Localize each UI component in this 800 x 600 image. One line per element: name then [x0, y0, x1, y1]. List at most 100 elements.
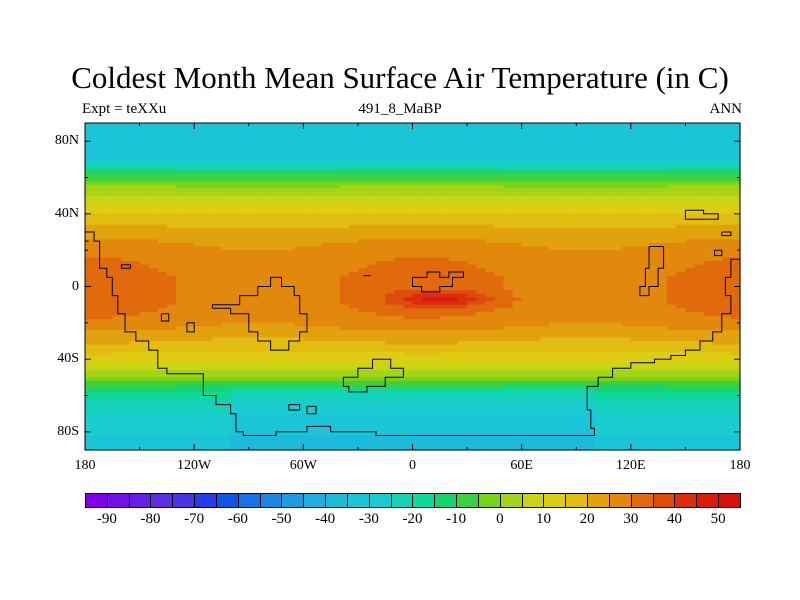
field-cell: [212, 348, 223, 353]
field-cell: [494, 279, 505, 284]
field-cell: [276, 359, 286, 364]
field-cell: [621, 133, 632, 139]
field-cell: [385, 166, 395, 171]
field-cell: [294, 326, 304, 331]
field-cell: [121, 224, 132, 229]
field-cell: [439, 308, 450, 313]
field-cell: [276, 362, 286, 368]
field-cell: [630, 355, 641, 360]
field-cell: [457, 188, 468, 193]
field-cell: [585, 159, 596, 164]
field-cell: [721, 155, 732, 160]
field-cell: [203, 242, 213, 248]
field-cell: [348, 330, 359, 335]
field-cell: [239, 326, 250, 331]
field-cell: [512, 177, 523, 182]
field-cell: [603, 155, 614, 160]
field-cell: [539, 315, 550, 320]
field-cell: [639, 330, 650, 335]
field-cell: [194, 351, 204, 357]
field-cell: [494, 123, 505, 128]
field-cell: [667, 257, 677, 262]
field-cell: [94, 141, 104, 146]
field-cell: [321, 304, 332, 309]
field-cell: [239, 239, 250, 244]
field-cell: [248, 271, 259, 277]
field-cell: [139, 141, 150, 146]
field-cell: [385, 239, 395, 244]
field-cell: [285, 351, 295, 357]
field-cell: [558, 148, 568, 153]
field-cell: [148, 326, 159, 331]
field-cell: [503, 195, 514, 200]
field-cell: [312, 195, 323, 200]
field-cell: [503, 268, 514, 273]
field-cell: [412, 202, 423, 208]
field-cell: [467, 159, 477, 164]
field-cell: [203, 192, 213, 197]
field-cell: [448, 130, 459, 135]
field-cell: [403, 155, 414, 160]
field-cell: [185, 261, 195, 266]
field-cell: [94, 195, 104, 200]
field-cell: [412, 344, 423, 349]
field-cell: [639, 126, 650, 131]
field-cell: [112, 337, 122, 342]
field-cell: [348, 188, 359, 193]
field-cell: [558, 333, 568, 338]
field-cell: [467, 235, 477, 240]
field-cell: [558, 275, 568, 280]
field-cell: [285, 326, 295, 331]
field-cell: [294, 373, 304, 378]
field-cell: [530, 253, 541, 259]
field-cell: [430, 192, 441, 197]
field-cell: [558, 271, 568, 277]
field-cell: [312, 290, 323, 295]
field-cell: [421, 308, 432, 313]
field-cell: [348, 359, 359, 364]
field-cell: [712, 264, 723, 269]
field-cell: [676, 326, 687, 331]
field-cell: [348, 290, 359, 295]
field-cell: [612, 206, 623, 211]
field-cell: [630, 213, 641, 219]
field-cell: [621, 257, 632, 262]
field-cell: [94, 155, 104, 160]
field-cell: [412, 184, 423, 189]
field-cell: [394, 224, 405, 229]
field-cell: [185, 271, 195, 277]
field-cell: [157, 362, 168, 368]
field-cell: [203, 282, 213, 288]
field-cell: [185, 286, 195, 291]
field-cell: [421, 326, 432, 331]
field-cell: [567, 155, 577, 160]
field-cell: [166, 155, 177, 160]
field-cell: [548, 173, 559, 179]
field-cell: [603, 275, 614, 280]
field-cell: [694, 184, 705, 189]
field-cell: [221, 173, 232, 179]
field-cell: [385, 250, 395, 255]
field-cell: [676, 159, 687, 164]
field-cell: [457, 199, 468, 204]
field-cell: [230, 322, 241, 328]
field-cell: [467, 351, 477, 357]
field-cell: [185, 133, 195, 139]
field-cell: [285, 242, 295, 248]
field-cell: [103, 370, 113, 375]
field-cell: [367, 257, 377, 262]
field-cell: [503, 137, 514, 142]
field-cell: [558, 137, 568, 142]
field-cell: [476, 199, 486, 204]
field-cell: [330, 126, 341, 131]
field-cell: [194, 162, 204, 168]
field-cell: [430, 162, 441, 168]
field-cell: [521, 366, 532, 371]
field-cell: [576, 286, 586, 291]
field-cell: [603, 355, 614, 360]
field-cell: [658, 253, 668, 259]
field-cell: [649, 286, 659, 291]
field-cell: [721, 326, 732, 331]
field-cell: [321, 184, 332, 189]
field-cell: [157, 232, 168, 237]
